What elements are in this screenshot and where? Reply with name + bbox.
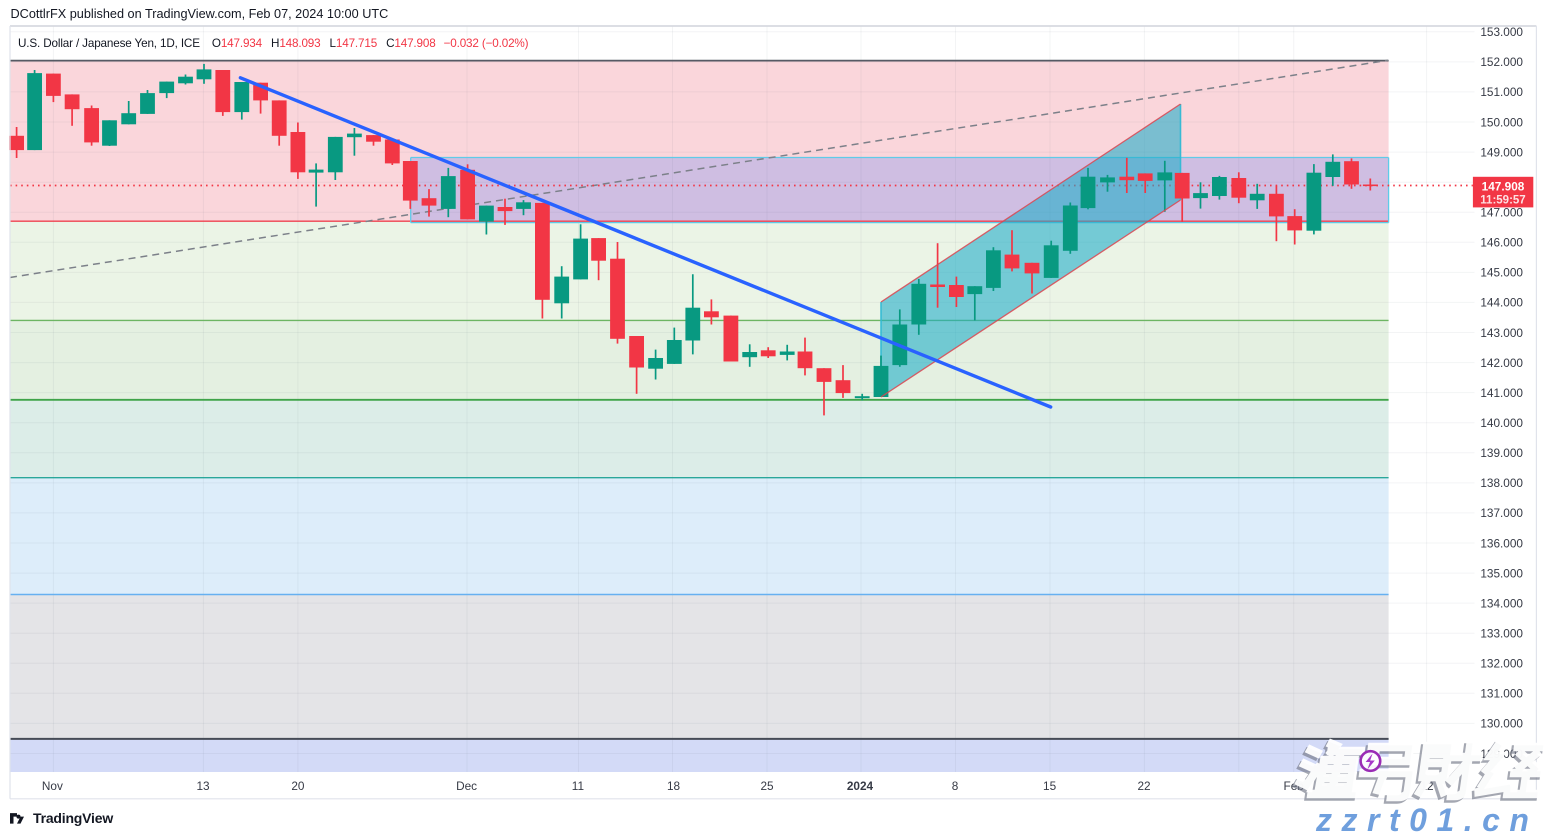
svg-text:DCottlrFX published on Trading: DCottlrFX published on TradingView.com, … xyxy=(11,7,389,21)
svg-text:139.000: 139.000 xyxy=(1480,446,1523,460)
svg-text:137.000: 137.000 xyxy=(1480,506,1523,520)
svg-text:11:59:57: 11:59:57 xyxy=(1480,195,1525,207)
svg-text:143.000: 143.000 xyxy=(1480,326,1523,340)
svg-text:147.908: 147.908 xyxy=(1482,180,1525,194)
svg-text:140.000: 140.000 xyxy=(1480,416,1523,430)
svg-text:zzrt01.cn: zzrt01.cn xyxy=(1315,802,1538,836)
svg-text:13: 13 xyxy=(196,779,210,793)
svg-text:8: 8 xyxy=(952,779,959,793)
svg-text:147.000: 147.000 xyxy=(1480,206,1523,220)
svg-text:U.S. Dollar / Japanese Yen, 1D: U.S. Dollar / Japanese Yen, 1D, ICE O147.… xyxy=(18,37,529,50)
svg-text:144.000: 144.000 xyxy=(1480,296,1523,310)
svg-text:150.000: 150.000 xyxy=(1480,115,1523,129)
svg-text:Nov: Nov xyxy=(42,779,63,793)
svg-text:131.000: 131.000 xyxy=(1480,687,1523,701)
svg-text:135.000: 135.000 xyxy=(1480,566,1523,580)
svg-text:TradingView: TradingView xyxy=(33,810,113,826)
svg-text:142.000: 142.000 xyxy=(1480,356,1523,370)
svg-text:22: 22 xyxy=(1137,779,1150,793)
svg-text:153.000: 153.000 xyxy=(1480,25,1523,39)
svg-text:Dec: Dec xyxy=(456,779,477,793)
svg-text:152.000: 152.000 xyxy=(1480,55,1523,69)
svg-text:146.000: 146.000 xyxy=(1480,236,1523,250)
svg-text:145.000: 145.000 xyxy=(1480,266,1523,280)
svg-text:11: 11 xyxy=(572,779,584,793)
svg-text:136.000: 136.000 xyxy=(1480,536,1523,550)
svg-text:18: 18 xyxy=(667,779,681,793)
svg-text:2024: 2024 xyxy=(847,779,874,793)
svg-text:20: 20 xyxy=(291,779,305,793)
svg-text:149.000: 149.000 xyxy=(1480,145,1523,159)
svg-text:151.000: 151.000 xyxy=(1480,85,1523,99)
svg-text:15: 15 xyxy=(1043,779,1057,793)
svg-text:141.000: 141.000 xyxy=(1480,386,1523,400)
svg-text:133.000: 133.000 xyxy=(1480,627,1523,641)
svg-text:25: 25 xyxy=(760,779,774,793)
svg-text:132.000: 132.000 xyxy=(1480,657,1523,671)
svg-text:134.000: 134.000 xyxy=(1480,596,1523,610)
svg-text:138.000: 138.000 xyxy=(1480,476,1523,490)
svg-text:130.000: 130.000 xyxy=(1480,717,1523,731)
